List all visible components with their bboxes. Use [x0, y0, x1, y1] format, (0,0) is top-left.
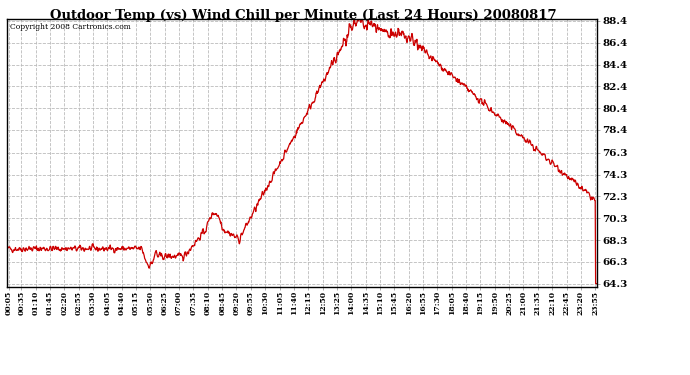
Text: Outdoor Temp (vs) Wind Chill per Minute (Last 24 Hours) 20080817: Outdoor Temp (vs) Wind Chill per Minute … [50, 9, 557, 22]
Text: Copyright 2008 Cartronics.com: Copyright 2008 Cartronics.com [10, 23, 130, 31]
